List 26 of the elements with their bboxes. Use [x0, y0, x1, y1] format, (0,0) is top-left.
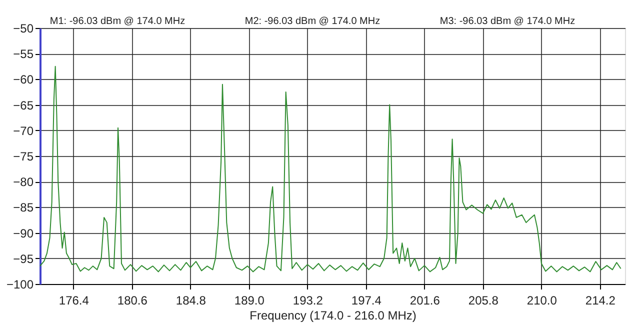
- x-tick-label: 184.8: [176, 294, 206, 308]
- x-tick-label: 214.2: [585, 294, 616, 308]
- x-tick-label: 197.4: [351, 294, 382, 308]
- x-tick-label: 176.4: [58, 294, 90, 308]
- y-tick-label: −85: [13, 200, 34, 215]
- y-tick-label: −55: [13, 47, 34, 62]
- text: M1: -96.03 dBm @ 174.0 MHz: [50, 16, 186, 27]
- y-tick-label: −65: [13, 98, 34, 112]
- y-tick-label: −80: [13, 175, 34, 190]
- y-tick-label: −50: [13, 22, 34, 36]
- x-tick-label: 205.8: [468, 294, 499, 308]
- x-tick-label: 201.6: [410, 294, 440, 308]
- y-tick-label: −100: [6, 278, 34, 292]
- text: M3: -96.03 dBm @ 174.0 MHz: [440, 16, 576, 27]
- x-tick-label: 180.6: [117, 294, 148, 308]
- x-tick-label: 210.0: [526, 294, 558, 308]
- x-axis-title: Frequency (174.0 - 216.0 MHz): [250, 308, 416, 322]
- y-tick-label: −90: [13, 226, 34, 240]
- y-tick-label: −70: [13, 124, 34, 138]
- x-tick-label: 189.0: [234, 294, 265, 308]
- y-tick-label: −95: [13, 252, 34, 266]
- line-series: [40, 66, 622, 272]
- x-tick-label: 193.2: [292, 294, 324, 308]
- text: M2: -96.03 dBm @ 174.0 MHz: [244, 16, 380, 27]
- y-tick-label: −75: [13, 150, 34, 164]
- y-tick-label: −60: [13, 72, 34, 87]
